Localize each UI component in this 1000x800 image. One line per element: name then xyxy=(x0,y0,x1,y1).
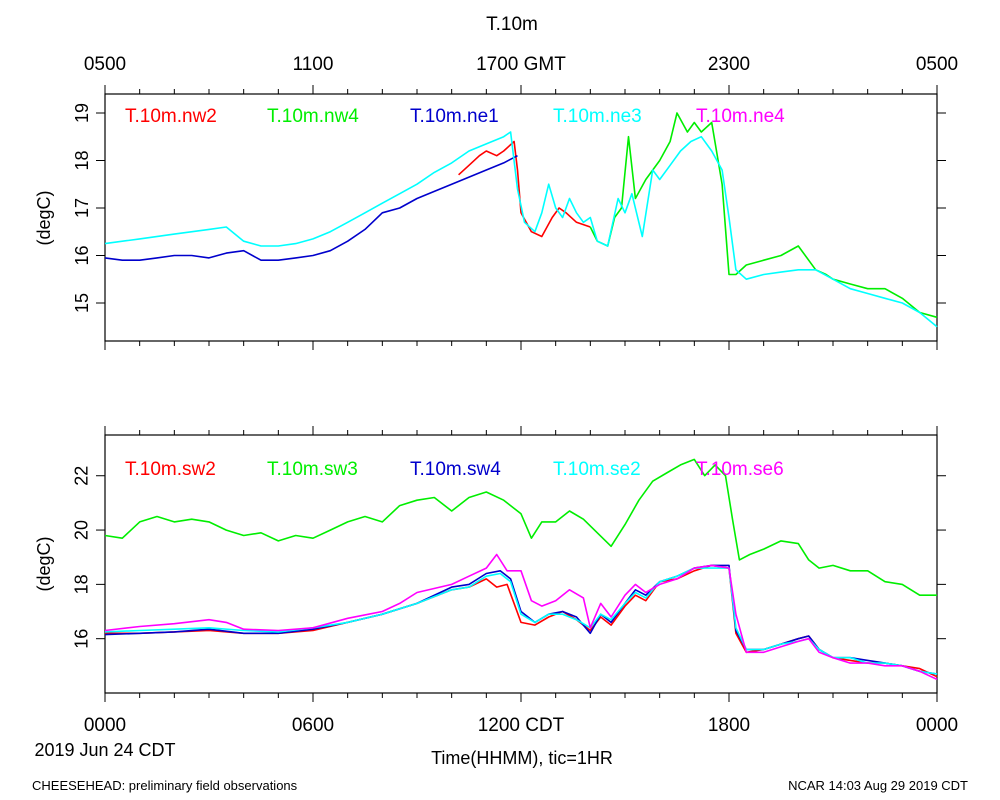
y-axis-title: (degC) xyxy=(34,190,54,245)
y-tick-label: 16 xyxy=(72,245,92,265)
y-axis-title: (degC) xyxy=(34,536,54,591)
top-tick-label: 0500 xyxy=(84,54,126,75)
series-line-T-10m-se2 xyxy=(104,567,938,675)
plot-frame xyxy=(104,434,938,694)
y-tick-label: 16 xyxy=(72,629,92,649)
plot-frame xyxy=(104,93,938,342)
footer-left: CHEESEHEAD: preliminary field observatio… xyxy=(32,778,298,793)
bottom-axis-labels: 0000 0600 1200 CDT 1800 0000 xyxy=(84,715,958,736)
legend-entry: T.10m.sw4 xyxy=(410,459,501,480)
series-line-T-10m-sw4 xyxy=(104,564,938,675)
top-tick-label: 1700 GMT xyxy=(476,54,566,75)
series-line-T-10m-ne1 xyxy=(104,154,518,262)
footer-right: NCAR 14:03 Aug 29 2019 CDT xyxy=(788,778,968,793)
series-line-T-10m-nw2 xyxy=(458,140,591,238)
legend-entry: T.10m.sw3 xyxy=(267,459,358,480)
legend-entry: T.10m.ne3 xyxy=(553,106,642,127)
y-tick-label: 19 xyxy=(72,103,92,123)
series-line-T-10m-ne3 xyxy=(104,131,938,328)
legend-entry: T.10m.ne1 xyxy=(410,106,499,127)
bottom-tick-label: 1800 xyxy=(708,715,750,736)
y-tick-label: 17 xyxy=(72,198,92,218)
x-axis-title: Time(HHMM), tic=1HR xyxy=(431,748,613,768)
chart-title: T.10m xyxy=(486,14,538,35)
top-axis-labels: 0500 1100 1700 GMT 2300 0500 xyxy=(84,54,958,75)
y-tick-label: 15 xyxy=(72,293,92,313)
top-tick-label: 0500 xyxy=(916,54,958,75)
legend-entry: T.10m.nw4 xyxy=(267,106,359,127)
legend-entry: T.10m.ne4 xyxy=(696,106,785,127)
series-line-T-10m-sw2 xyxy=(105,564,938,678)
series-line-T-10m-nw4 xyxy=(589,112,938,319)
series-line-T-10m-sw3 xyxy=(104,458,937,597)
legend-entry: T.10m.se6 xyxy=(696,459,784,480)
series-line-T-10m-se6 xyxy=(104,553,938,681)
legend-entry: T.10m.se2 xyxy=(553,459,641,480)
chart-panel-1: 15 16 17 18 19 (degC) T.10m.nw2 T.10m.nw4 T.10m.… xyxy=(34,85,946,350)
legend-entry: T.10m.sw2 xyxy=(125,459,216,480)
chart-panels: 15 16 17 18 19 (degC) T.10m.nw2 T.10m.nw4 T.10m.… xyxy=(34,85,946,702)
bottom-tick-label: 0600 xyxy=(292,715,334,736)
date-label: 2019 Jun 24 CDT xyxy=(34,740,175,760)
top-tick-label: 2300 xyxy=(708,54,750,75)
bottom-tick-label: 0000 xyxy=(916,715,958,736)
chart-panel-2: 16 18 20 22 (degC) T.10m.sw2 T.10m.sw3 T.10m.sw… xyxy=(34,426,946,702)
bottom-tick-label: 0000 xyxy=(84,715,126,736)
legend-entry: T.10m.nw2 xyxy=(125,106,217,127)
y-tick-label: 20 xyxy=(72,520,92,540)
y-tick-label: 18 xyxy=(72,574,92,594)
top-tick-label: 1100 xyxy=(293,54,334,75)
bottom-tick-label: 1200 CDT xyxy=(478,715,565,736)
y-tick-label: 18 xyxy=(72,150,92,170)
y-tick-label: 22 xyxy=(72,466,92,486)
